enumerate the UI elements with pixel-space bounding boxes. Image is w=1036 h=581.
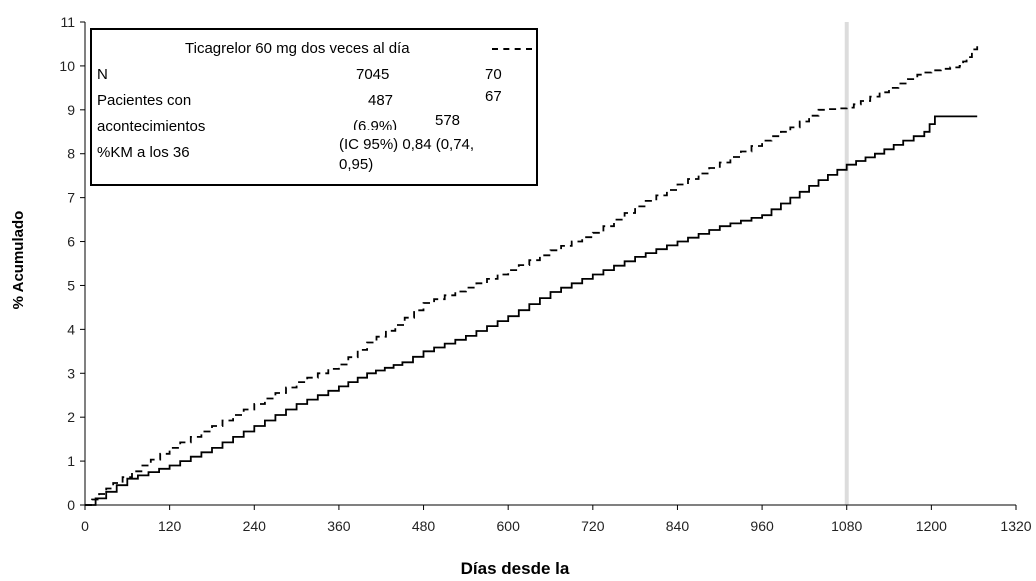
y-tick-label: 10: [59, 58, 75, 74]
y-tick-label: 11: [60, 14, 75, 30]
legend-row-events-percent: (6,9%): [353, 118, 398, 130]
y-tick-label: 4: [67, 321, 75, 337]
legend-row-patients-label: Pacientes con: [97, 92, 192, 109]
y-tick-label: 6: [67, 234, 75, 250]
series-line-dashed: [85, 41, 979, 506]
y-tick-label: 5: [67, 277, 75, 293]
y-tick-label: 9: [67, 102, 75, 118]
legend-row-events-value-2: 578: [435, 112, 461, 129]
legend: [90, 28, 538, 186]
x-tick-label: 480: [412, 518, 436, 534]
y-tick-label: 3: [67, 365, 75, 381]
legend-row-n-value-2: 70: [485, 66, 502, 83]
x-tick-label: 720: [581, 518, 605, 534]
x-tick-label: 120: [158, 518, 182, 534]
x-tick-label: 240: [243, 518, 267, 534]
legend-row-n-value-3: 67: [485, 88, 502, 105]
legend-row-n-label: N: [97, 66, 108, 83]
legend-row-km-value: (IC 95%) 0,84 (0,74,: [339, 136, 475, 153]
x-tick-label: 1080: [831, 518, 862, 534]
y-tick-label: 1: [67, 453, 75, 469]
y-tick-label: 7: [67, 190, 75, 206]
legend-row-events-label: acontecimientos: [97, 118, 206, 135]
y-tick-label: 8: [67, 146, 75, 162]
legend-row-km-value-cont: 0,95): [339, 156, 374, 173]
legend-row-km-label: %KM a los 36: [97, 144, 190, 161]
series-line-solid: [85, 115, 978, 506]
legend-row-patients-value: 487: [368, 92, 394, 109]
x-tick-label: 0: [81, 518, 89, 534]
x-tick-label: 360: [327, 518, 351, 534]
x-tick-label: 1200: [916, 518, 947, 534]
y-axis-title: % Acumulado: [10, 211, 27, 310]
x-axis-title: Días desde la: [461, 559, 570, 578]
legend-row-n-value: 7045: [356, 66, 390, 83]
y-tick-label: 2: [67, 409, 75, 425]
legend-dashed-line-sample: [492, 48, 532, 50]
x-tick-label: 600: [497, 518, 521, 534]
series-layer: [85, 41, 979, 506]
x-tick-label: 840: [666, 518, 690, 534]
x-tick-label: 960: [750, 518, 774, 534]
legend-header: Ticagrelor 60 mg dos veces al día: [185, 40, 410, 57]
x-tick-label: 1320: [1000, 518, 1031, 534]
y-tick-label: 0: [67, 497, 75, 513]
